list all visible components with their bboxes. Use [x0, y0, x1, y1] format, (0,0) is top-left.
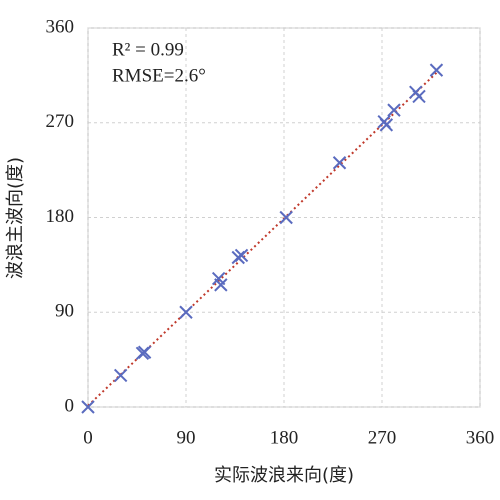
x-tick-label: 270 [368, 427, 397, 448]
x-tick-label: 360 [466, 427, 495, 448]
y-tick-label: 90 [55, 301, 74, 322]
x-tick-label: 180 [270, 427, 299, 448]
annotation: RMSE=2.6° [112, 65, 206, 86]
marker [387, 103, 401, 117]
marker [429, 63, 444, 77]
marker [332, 156, 347, 170]
y-tick-label: 270 [46, 111, 75, 132]
y-axis-label: 波浪主波向(度) [5, 157, 26, 279]
y-tick-label: 0 [65, 395, 75, 416]
annotation: R² = 0.99 [112, 39, 184, 60]
x-axis-label: 实际波浪来向(度) [214, 465, 354, 486]
marker [234, 248, 249, 263]
marker [113, 368, 128, 383]
marker [379, 118, 394, 132]
marker [214, 278, 228, 292]
x-tick-label: 90 [177, 427, 196, 448]
y-tick-label: 180 [46, 206, 75, 227]
marker [81, 400, 95, 414]
marker [179, 305, 193, 319]
x-tick-label: 0 [83, 427, 93, 448]
y-tick-label: 360 [46, 16, 75, 37]
marker [137, 345, 152, 359]
marker [412, 89, 426, 104]
marker [279, 210, 293, 225]
